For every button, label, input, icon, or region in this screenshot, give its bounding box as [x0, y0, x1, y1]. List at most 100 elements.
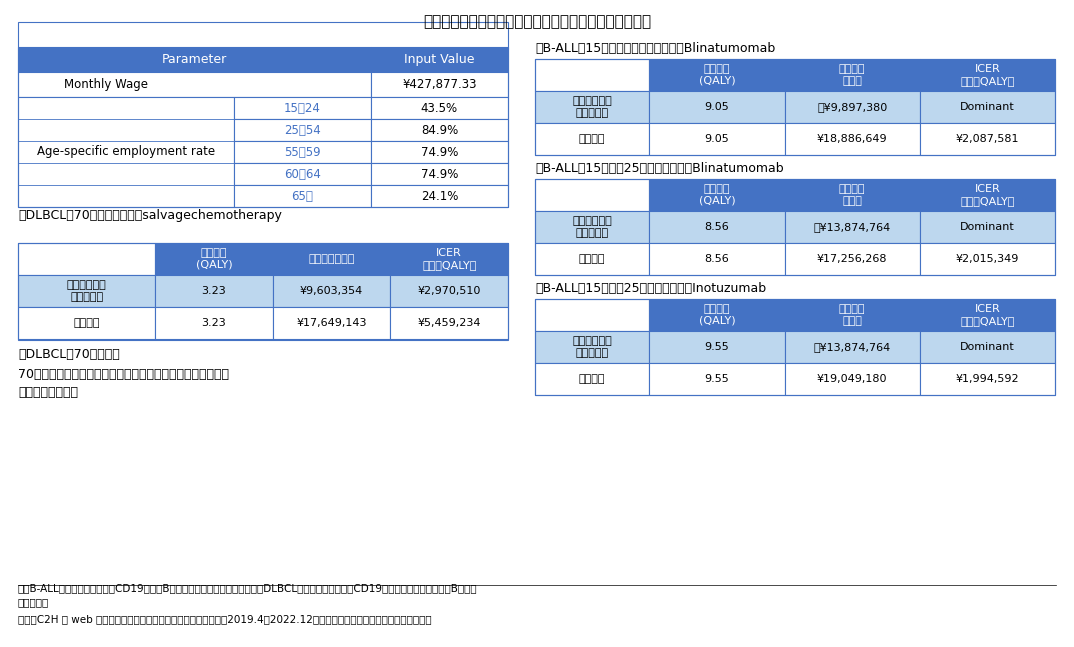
Text: 増分効果
(QALY): 増分効果 (QALY) [699, 304, 736, 326]
Text: 3.23: 3.23 [202, 286, 227, 296]
Bar [535, 59, 650, 91]
Bar [785, 179, 919, 211]
Bar [535, 363, 650, 395]
Text: ¥18,886,649: ¥18,886,649 [817, 134, 887, 144]
Text: 【DLBCL：70歳未満】比較：salvagechemotherapy: 【DLBCL：70歳未満】比較：salvagechemotherapy [18, 210, 281, 223]
Bar [18, 275, 156, 307]
Text: Monthly Wage: Monthly Wage [64, 78, 148, 91]
Bar [18, 243, 156, 275]
Text: 基本分析: 基本分析 [73, 318, 100, 328]
Bar [18, 72, 371, 97]
Text: 基本分析: 基本分析 [579, 374, 606, 384]
Text: 55－59: 55－59 [284, 146, 320, 159]
Bar [234, 163, 371, 185]
Bar [919, 59, 1055, 91]
Bar [535, 299, 650, 331]
Text: 9.55: 9.55 [705, 374, 729, 384]
Bar [391, 243, 508, 275]
Bar [371, 119, 508, 141]
Bar [18, 22, 508, 207]
Text: 増分効果
(QALY): 増分効果 (QALY) [195, 248, 232, 270]
Bar [391, 275, 508, 307]
Text: Dominant: Dominant [960, 102, 1015, 112]
Bar [785, 211, 919, 243]
Bar [18, 243, 508, 340]
Text: ¥19,049,180: ¥19,049,180 [817, 374, 887, 384]
Bar [650, 91, 785, 123]
Text: 増分費用
（円）: 増分費用 （円） [839, 64, 866, 86]
Text: ICER
（円／QALY）: ICER （円／QALY） [422, 248, 477, 270]
Bar [650, 243, 785, 275]
Bar [919, 123, 1055, 155]
Bar [919, 299, 1055, 331]
Text: 9.05: 9.05 [705, 134, 729, 144]
Text: －¥9,897,380: －¥9,897,380 [817, 102, 887, 112]
Text: 生産性損失を
含めた分析: 生産性損失を 含めた分析 [67, 280, 106, 302]
Bar [234, 141, 371, 163]
Text: 9.55: 9.55 [705, 342, 729, 352]
Text: 【B-ALL：15歳以上25歳未満】比較：Blinatumomab: 【B-ALL：15歳以上25歳未満】比較：Blinatumomab [535, 162, 784, 175]
Bar [156, 243, 273, 275]
Bar [371, 141, 508, 163]
Bar [371, 185, 508, 207]
Bar [919, 211, 1055, 243]
Bar [535, 59, 1055, 155]
Bar [535, 91, 650, 123]
Bar [371, 72, 508, 97]
Text: ¥427,877.33: ¥427,877.33 [402, 78, 477, 91]
Text: 基本分析: 基本分析 [579, 254, 606, 264]
Bar [234, 119, 371, 141]
Text: ICER
（円／QALY）: ICER （円／QALY） [960, 184, 1015, 206]
Bar [919, 91, 1055, 123]
Text: 84.9%: 84.9% [421, 124, 458, 137]
Bar [535, 243, 650, 275]
Bar [650, 211, 785, 243]
Text: 9.05: 9.05 [705, 102, 729, 112]
Text: ¥2,970,510: ¥2,970,510 [418, 286, 481, 296]
Text: 増分効果
(QALY): 増分効果 (QALY) [699, 64, 736, 86]
Text: Age-specific employment rate: Age-specific employment rate [37, 146, 215, 159]
Bar [18, 307, 156, 339]
Bar [650, 179, 785, 211]
Text: 生産性損失を
含めた分析: 生産性損失を 含めた分析 [572, 96, 612, 118]
Text: 増分費用
（円）: 増分費用 （円） [839, 184, 866, 206]
Text: ¥9,603,354: ¥9,603,354 [300, 286, 363, 296]
Bar [535, 179, 1055, 275]
Text: 74.9%: 74.9% [421, 146, 459, 159]
Text: 増分費用
（円）: 増分費用 （円） [839, 304, 866, 326]
Bar [156, 307, 273, 339]
Text: ¥2,015,349: ¥2,015,349 [956, 254, 1019, 264]
Bar [919, 179, 1055, 211]
Bar [391, 307, 508, 339]
Text: 増分費用（円）: 増分費用（円） [308, 254, 354, 264]
Text: 3.23: 3.23 [202, 318, 227, 328]
Bar [371, 47, 508, 72]
Text: Parameter: Parameter [162, 53, 227, 66]
Text: 生産性損失を
含めた分析: 生産性損失を 含めた分析 [572, 216, 612, 238]
Bar [919, 243, 1055, 275]
Bar [535, 123, 650, 155]
Bar [18, 47, 371, 72]
Text: 【DLBCL：70歳以上】: 【DLBCL：70歳以上】 [18, 349, 119, 362]
Bar [535, 331, 650, 363]
Text: Input Value: Input Value [404, 53, 475, 66]
Bar [650, 331, 785, 363]
Text: 生産性損失を
含めた分析: 生産性損失を 含めた分析 [572, 336, 612, 358]
Bar [919, 331, 1055, 363]
Bar [273, 243, 391, 275]
Bar [785, 59, 919, 91]
Bar [234, 185, 371, 207]
Bar [273, 307, 391, 339]
Text: ICER
（円／QALY）: ICER （円／QALY） [960, 64, 1015, 86]
Text: 基本分析: 基本分析 [579, 134, 606, 144]
Bar [273, 275, 391, 307]
Bar [371, 97, 508, 119]
Text: 【B-ALL：15歳未満】比較対照技術：Blinatumomab: 【B-ALL：15歳未満】比較対照技術：Blinatumomab [535, 41, 775, 54]
Text: 増分効果
(QALY): 増分効果 (QALY) [699, 184, 736, 206]
Text: 74.9%: 74.9% [421, 168, 459, 181]
Bar [785, 91, 919, 123]
Bar [785, 299, 919, 331]
Bar [234, 97, 371, 119]
Bar [18, 97, 234, 207]
Text: 60－64: 60－64 [284, 168, 321, 181]
